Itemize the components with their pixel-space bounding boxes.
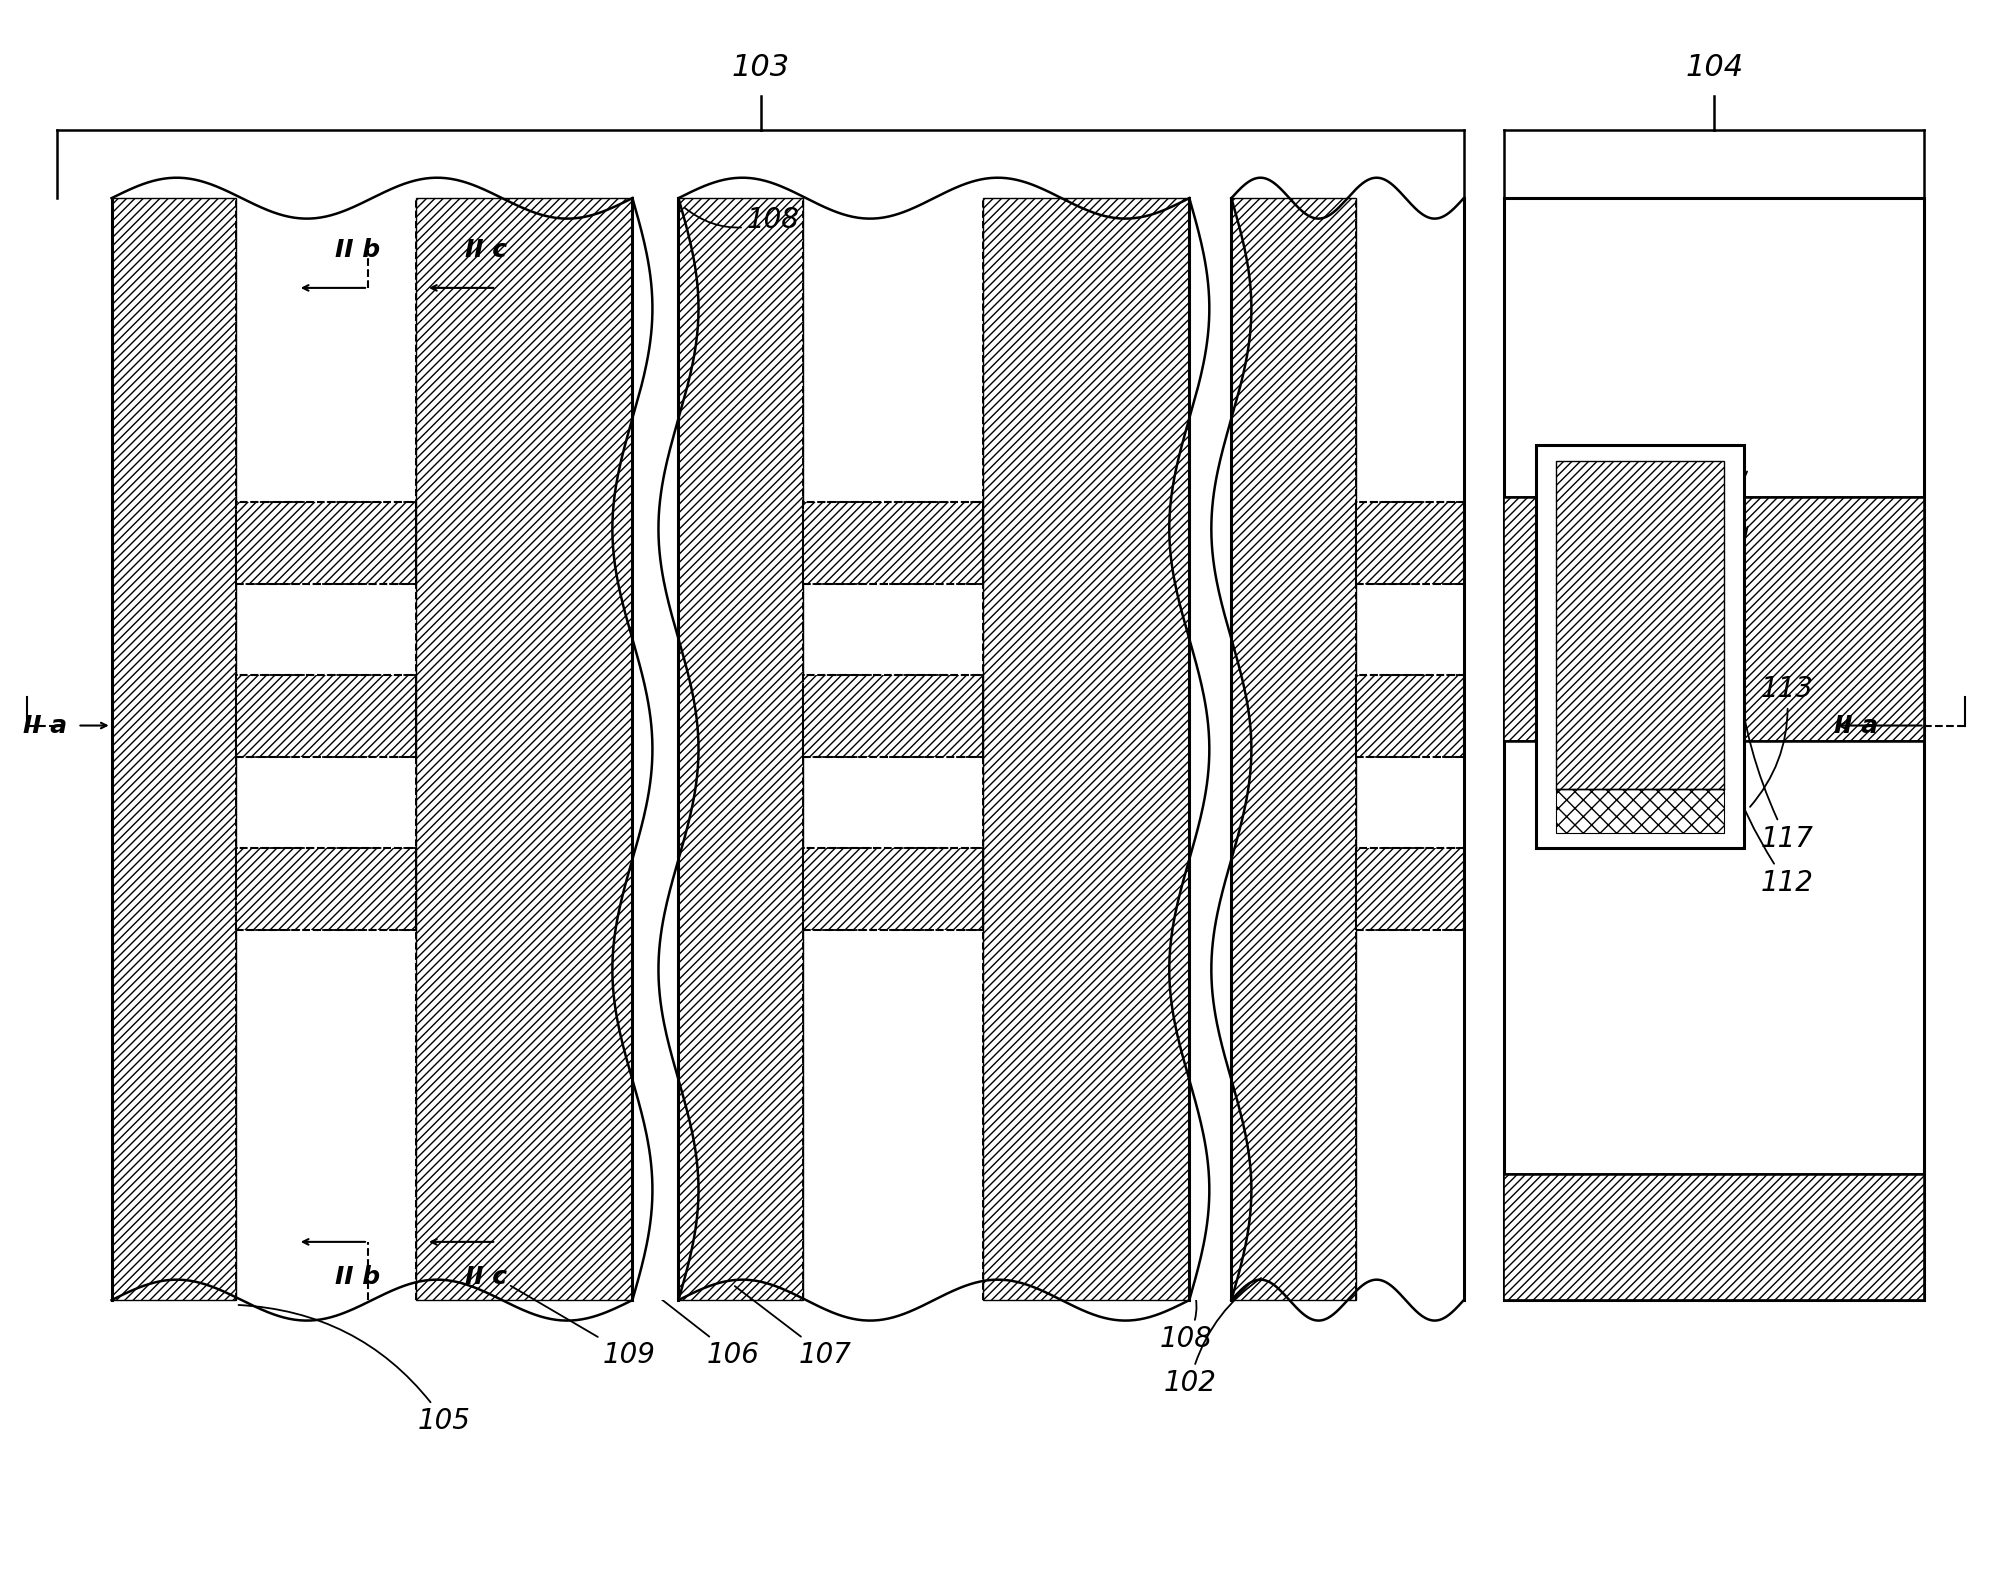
Bar bbox=[1355, 675, 1464, 757]
Bar bbox=[237, 675, 415, 757]
Bar bbox=[678, 199, 802, 1299]
Text: II a: II a bbox=[24, 713, 68, 738]
Text: 107: 107 bbox=[734, 1287, 850, 1369]
Text: 117: 117 bbox=[1734, 527, 1813, 853]
Bar bbox=[1504, 1175, 1923, 1299]
Bar bbox=[678, 199, 1189, 1299]
Bar bbox=[1355, 501, 1464, 583]
Text: 103: 103 bbox=[732, 54, 790, 82]
Bar bbox=[802, 675, 982, 757]
Bar bbox=[112, 199, 237, 1299]
Bar bbox=[1504, 199, 1923, 1299]
Bar bbox=[1355, 848, 1464, 930]
Text: 108: 108 bbox=[1159, 1290, 1211, 1353]
Bar bbox=[237, 501, 415, 583]
Bar bbox=[1536, 445, 1742, 848]
Bar bbox=[1231, 199, 1355, 1299]
Bar bbox=[1556, 788, 1724, 833]
Text: 106: 106 bbox=[644, 1287, 760, 1369]
Bar bbox=[415, 199, 632, 1299]
Bar bbox=[1556, 460, 1724, 788]
Text: 104: 104 bbox=[1684, 54, 1742, 82]
Bar bbox=[1189, 199, 1231, 1299]
Bar bbox=[632, 199, 678, 1299]
Text: II a: II a bbox=[1833, 713, 1877, 738]
Bar bbox=[1355, 501, 1464, 583]
Bar bbox=[802, 501, 982, 583]
Bar bbox=[1231, 199, 1464, 1299]
Text: 109: 109 bbox=[511, 1285, 656, 1369]
Bar bbox=[237, 848, 415, 930]
Text: 105: 105 bbox=[239, 1306, 471, 1435]
Bar bbox=[1504, 497, 1923, 741]
Bar bbox=[802, 501, 982, 583]
Text: 113: 113 bbox=[1748, 675, 1813, 807]
Text: II c: II c bbox=[465, 238, 507, 262]
Bar bbox=[982, 199, 1189, 1299]
Bar bbox=[802, 848, 982, 930]
Bar bbox=[802, 675, 982, 757]
Bar bbox=[802, 848, 982, 930]
Bar bbox=[1355, 675, 1464, 757]
Bar bbox=[237, 848, 415, 930]
Bar bbox=[112, 199, 632, 1299]
Text: II b: II b bbox=[335, 238, 381, 262]
Text: II c: II c bbox=[465, 1265, 507, 1288]
Text: 102: 102 bbox=[1163, 1277, 1261, 1397]
Text: II b: II b bbox=[335, 1265, 381, 1288]
Bar bbox=[237, 501, 415, 583]
Text: 108: 108 bbox=[684, 207, 800, 233]
Bar bbox=[1355, 848, 1464, 930]
Bar bbox=[237, 675, 415, 757]
Text: 112: 112 bbox=[1706, 472, 1813, 897]
